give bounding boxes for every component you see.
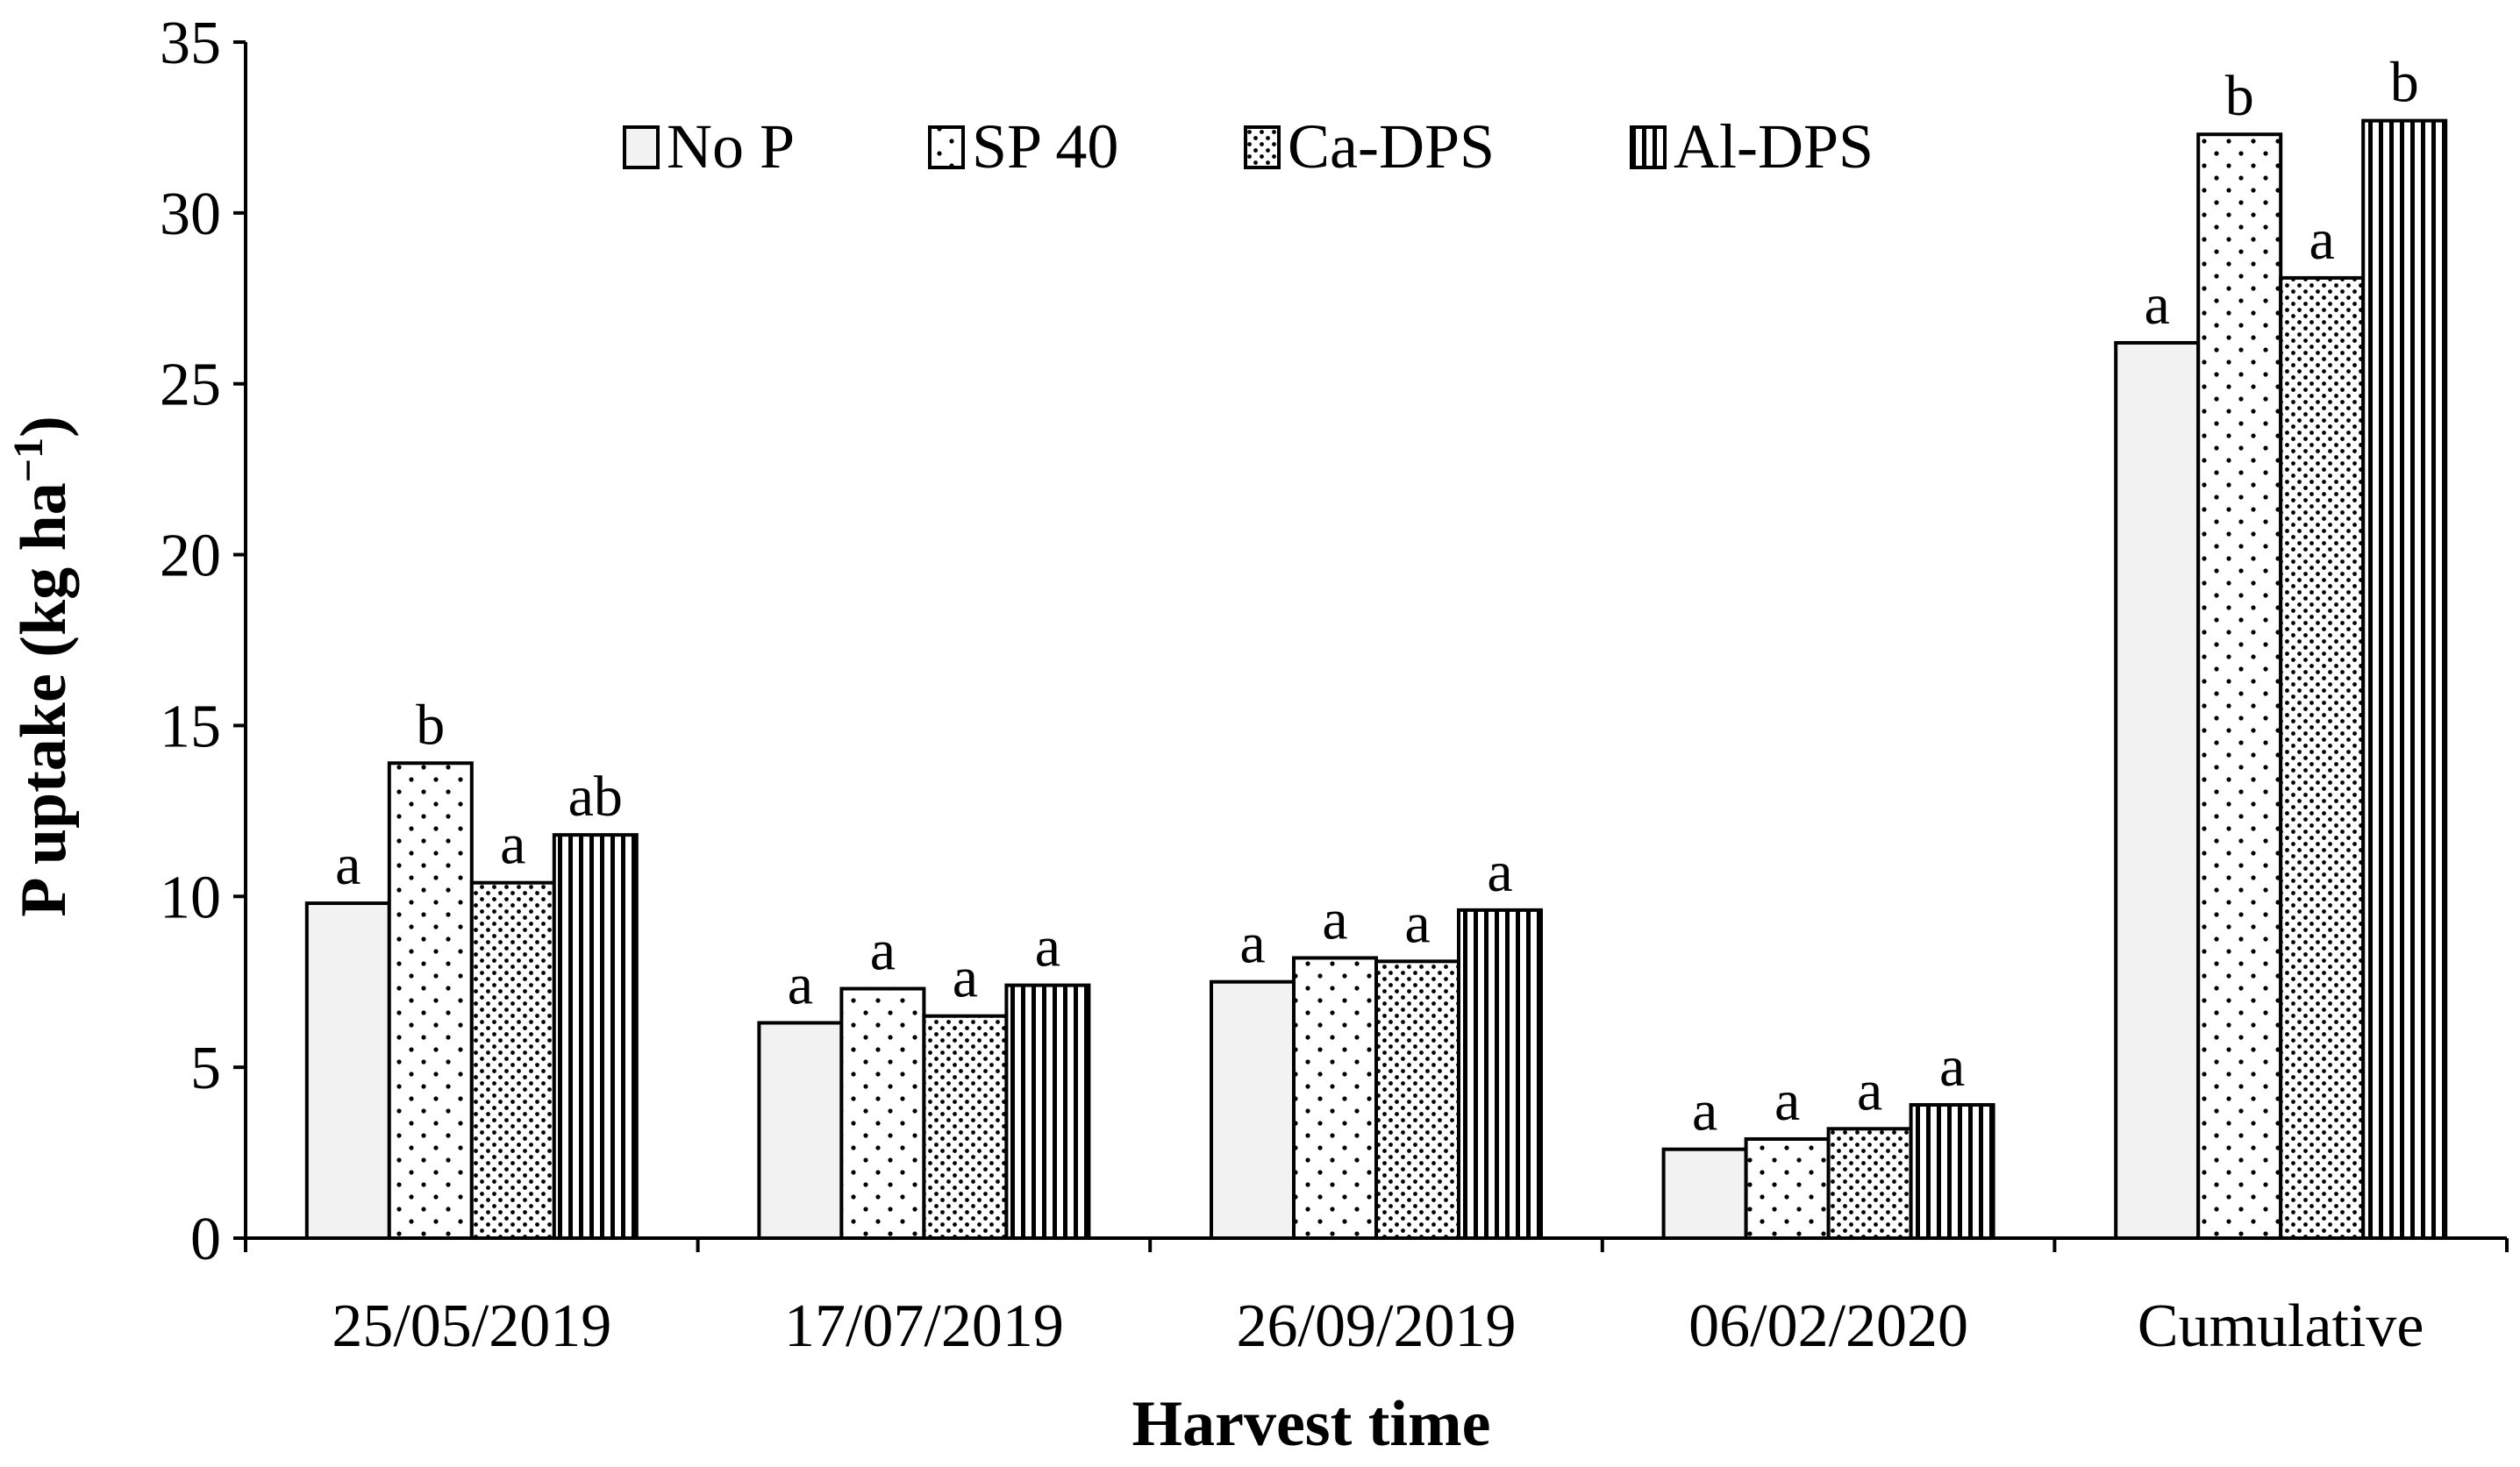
significance-letter: a	[500, 813, 525, 877]
significance-letter: a	[1692, 1079, 1717, 1143]
y-axis-title: P uptake (kg ha−1)	[5, 416, 80, 917]
bar-al-dps-2	[1457, 908, 1543, 1240]
significance-letter: a	[1035, 915, 1060, 979]
y-axis-title-main: P uptake (kg ha	[8, 482, 80, 917]
significance-letter: a	[2145, 273, 2170, 337]
bar-sp-40-3	[1744, 1136, 1831, 1241]
x-category-label: 17/07/2019	[784, 1293, 1064, 1360]
x-category-label: 06/02/2020	[1688, 1293, 1968, 1360]
y-tick-label: 20	[160, 523, 221, 590]
significance-letter: a	[953, 946, 978, 1010]
y-tick-label: 0	[190, 1206, 221, 1273]
significance-letter: a	[1322, 887, 1347, 951]
bar-al-dps-4	[2361, 118, 2448, 1241]
x-category-label: 25/05/2019	[332, 1293, 611, 1360]
bar-ca-dps-1	[922, 1014, 1009, 1240]
bar-al-dps-1	[1004, 983, 1091, 1241]
legend-swatch-no-p	[623, 125, 660, 169]
y-tick-label: 10	[160, 864, 221, 931]
bar-ca-dps-3	[1826, 1127, 1913, 1240]
significance-letter: a	[1239, 912, 1265, 976]
significance-letter: a	[1939, 1035, 1965, 1099]
legend-label: SP 40	[972, 111, 1118, 182]
significance-letter: ab	[568, 765, 623, 829]
bar-no-p-3	[1661, 1147, 1748, 1241]
x-category-label: Cumulative	[2138, 1293, 2424, 1360]
bar-ca-dps-4	[2279, 275, 2366, 1241]
significance-letter: a	[1487, 840, 1512, 904]
y-tick-label: 30	[160, 181, 221, 248]
significance-letter: a	[2309, 208, 2335, 272]
bar-al-dps-3	[1909, 1103, 1995, 1241]
bar-sp-40-2	[1292, 956, 1378, 1241]
legend-swatch-sp-40	[928, 125, 965, 169]
x-category-label: 26/09/2019	[1237, 1293, 1517, 1360]
significance-letter: b	[416, 693, 445, 757]
significance-letter: a	[1774, 1069, 1800, 1133]
significance-letter: b	[2225, 64, 2254, 128]
legend-swatch-ca-dps	[1244, 125, 1281, 169]
legend-label: No P	[667, 111, 795, 182]
y-axis-title-superscript: −1	[5, 438, 52, 482]
y-tick-label: 5	[190, 1035, 221, 1102]
legend-label: Ca-DPS	[1288, 111, 1495, 182]
significance-letter: a	[335, 833, 361, 897]
y-tick-label: 35	[160, 10, 221, 77]
significance-letter: a	[1857, 1058, 1882, 1122]
bar-al-dps-0	[552, 833, 639, 1240]
bar-sp-40-4	[2196, 132, 2283, 1240]
significance-letter: a	[870, 919, 896, 983]
legend-label: Al-DPS	[1674, 111, 1874, 182]
y-tick-label: 25	[160, 352, 221, 419]
x-axis-title: Harvest time	[1132, 1388, 1491, 1460]
significance-letter: a	[1404, 891, 1430, 955]
y-axis-title-close: )	[8, 416, 80, 438]
y-tick-label: 15	[160, 693, 221, 760]
bar-no-p-0	[304, 901, 391, 1240]
bar-no-p-4	[2114, 340, 2201, 1241]
bar-sp-40-0	[387, 761, 474, 1240]
significance-letter: a	[788, 952, 813, 1016]
bar-no-p-2	[1210, 979, 1296, 1240]
significance-letter: b	[2390, 51, 2419, 115]
bar-sp-40-1	[839, 986, 926, 1240]
legend-swatch-al-dps	[1630, 125, 1667, 169]
legend: No P SP 40 Ca-DPS Al-DPS	[623, 111, 1874, 182]
bar-no-p-1	[757, 1021, 844, 1240]
bar-ca-dps-2	[1374, 959, 1460, 1240]
bar-ca-dps-0	[469, 880, 556, 1240]
